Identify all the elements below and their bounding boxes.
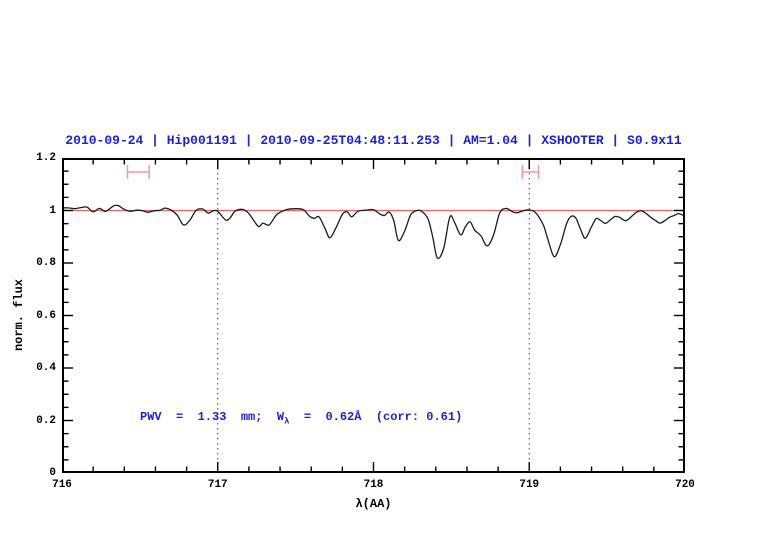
y-tick-label-0.2: 0.2: [36, 414, 56, 427]
x-tick-label-720: 720: [675, 479, 695, 491]
y-tick-label-1.2: 1.2: [36, 152, 56, 164]
x-tick-label-717: 717: [207, 479, 228, 491]
spectrum-plot-canvas: [62, 158, 685, 473]
x-tick-label-718: 718: [363, 479, 384, 491]
pwv-annotation: PWV = 1.33 mm; Wλ = 0.62Å (corr: 0.61): [140, 410, 462, 426]
pwv-annotation-pre: PWV = 1.33 mm; W: [140, 410, 285, 424]
x-tick-label-719: 719: [519, 479, 540, 491]
spectrum-line: [62, 204, 685, 260]
y-tick-label-0.8: 0.8: [36, 257, 56, 269]
pwv-annotation-sub: λ: [284, 416, 290, 427]
plot-border: [62, 158, 685, 473]
pwv-annotation-post: = 0.62Å (corr: 0.61): [289, 410, 463, 424]
x-tick-label-716: 716: [52, 479, 72, 491]
y-tick-label-0.4: 0.4: [36, 362, 56, 374]
y-tick-label-0.6: 0.6: [36, 309, 56, 322]
y-tick-label-1: 1: [49, 204, 56, 217]
y-tick-label-0: 0: [49, 467, 56, 479]
x-axis-label: λ(AA): [355, 497, 392, 511]
plot-title: 2010-09-24 | Hip001191 | 2010-09-25T04:4…: [65, 133, 682, 148]
